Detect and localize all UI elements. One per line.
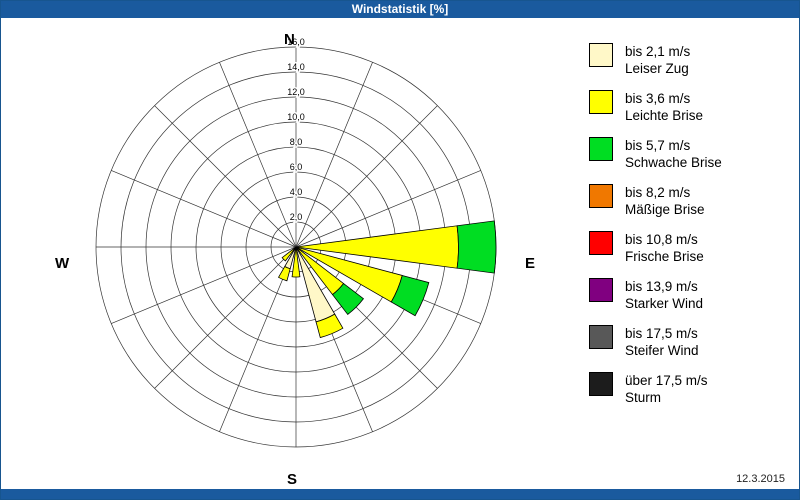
legend-item: über 17,5 m/s Sturm <box>589 372 722 406</box>
compass-west-label: W <box>55 255 70 272</box>
legend-color-swatch <box>589 90 613 114</box>
svg-text:12,0: 12,0 <box>287 87 305 97</box>
legend-speed: bis 10,8 m/s <box>625 232 698 247</box>
legend-class: Leiser Zug <box>625 61 689 76</box>
legend-color-swatch <box>589 43 613 67</box>
legend-item: bis 13,9 m/s Starker Wind <box>589 278 722 312</box>
legend-item: bis 17,5 m/s Steifer Wind <box>589 325 722 359</box>
legend-speed: bis 17,5 m/s <box>625 326 698 341</box>
legend-speed: bis 2,1 m/s <box>625 44 691 59</box>
compass-north-label: N <box>284 31 295 48</box>
legend-color-swatch <box>589 278 613 302</box>
window-title-bar: Windstatistik [%] <box>1 1 799 18</box>
legend-color-swatch <box>589 137 613 161</box>
legend-class: Leichte Brise <box>625 108 704 123</box>
window-title: Windstatistik [%] <box>351 2 449 16</box>
legend-color-swatch <box>589 184 613 208</box>
legend-speed: bis 3,6 m/s <box>625 91 691 106</box>
legend-class: Steifer Wind <box>625 343 699 358</box>
svg-text:14,0: 14,0 <box>287 62 305 72</box>
legend-speed: über 17,5 m/s <box>625 373 708 388</box>
windrose-chart: 2,0 4,0 6,0 8,0 10,0 12,0 14,0 16,0 <box>95 36 497 448</box>
legend-class: Frische Brise <box>625 249 704 264</box>
legend-class: Schwache Brise <box>625 155 722 170</box>
bottom-bar <box>1 489 799 499</box>
legend-color-swatch <box>589 325 613 349</box>
legend-class: Starker Wind <box>625 296 704 311</box>
legend-speed: bis 8,2 m/s <box>625 185 691 200</box>
legend-item: bis 5,7 m/s Schwache Brise <box>589 137 722 171</box>
svg-text:2,0: 2,0 <box>290 212 303 222</box>
legend-speed: bis 5,7 m/s <box>625 138 691 153</box>
svg-text:10,0: 10,0 <box>287 112 305 122</box>
legend-item: bis 3,6 m/s Leichte Brise <box>589 90 722 124</box>
svg-text:4,0: 4,0 <box>290 187 303 197</box>
legend-color-swatch <box>589 231 613 255</box>
legend-item: bis 8,2 m/s Mäßige Brise <box>589 184 722 218</box>
legend: bis 2,1 m/s Leiser Zug bis 3,6 m/s Leich… <box>589 43 722 406</box>
date-stamp: 12.3.2015 <box>736 473 785 485</box>
svg-text:6,0: 6,0 <box>290 162 303 172</box>
svg-text:16,0: 16,0 <box>287 37 305 47</box>
legend-color-swatch <box>589 372 613 396</box>
legend-item: bis 10,8 m/s Frische Brise <box>589 231 722 265</box>
compass-east-label: E <box>525 255 536 272</box>
compass-south-label: S <box>287 471 298 488</box>
legend-speed: bis 13,9 m/s <box>625 279 698 294</box>
svg-text:8,0: 8,0 <box>290 137 303 147</box>
legend-item: bis 2,1 m/s Leiser Zug <box>589 43 722 77</box>
legend-class: Sturm <box>625 390 662 405</box>
legend-class: Mäßige Brise <box>625 202 705 217</box>
